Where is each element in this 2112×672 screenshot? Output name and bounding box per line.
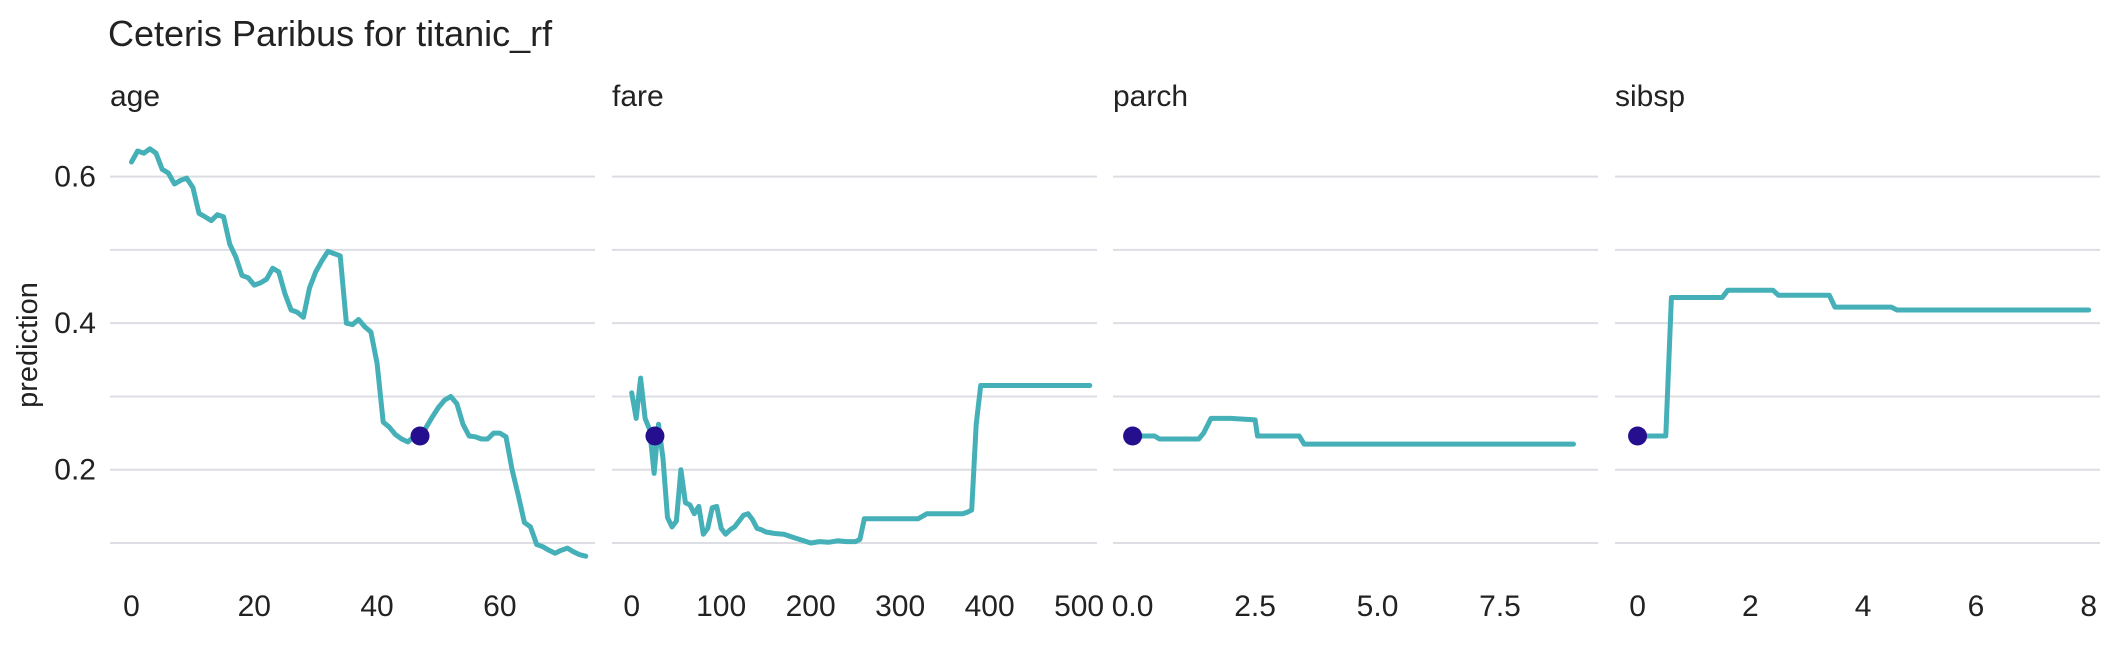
observation-point-sibsp <box>1628 426 1648 446</box>
x-tick-label: 400 <box>965 590 1015 623</box>
x-tick-label: 2.5 <box>1234 590 1276 623</box>
x-tick-label: 100 <box>696 590 746 623</box>
panel-age: age 0 20 40 60 <box>110 80 595 623</box>
x-tick-label: 0.0 <box>1112 590 1154 623</box>
profile-line-sibsp <box>1635 287 2092 439</box>
profile-line-fare <box>629 375 1093 546</box>
x-tick-label: 0 <box>1629 590 1646 623</box>
x-tick-label: 8 <box>2080 590 2097 623</box>
x-tick-label: 500 <box>1054 590 1104 623</box>
panel-label-fare: fare <box>612 80 664 113</box>
panel-label-parch: parch <box>1113 80 1188 113</box>
x-tick-label: 40 <box>360 590 393 623</box>
profile-line-parch <box>1130 415 1576 447</box>
y-tick-label: 0.4 <box>54 307 96 340</box>
x-tick-label: 4 <box>1855 590 1872 623</box>
x-tick-label: 6 <box>1968 590 1985 623</box>
observation-point-age <box>410 426 430 446</box>
x-tick-label: 200 <box>786 590 836 623</box>
panel-parch: parch 0.0 2.5 5.0 7.5 <box>1112 80 1598 623</box>
y-tick-label: 0.2 <box>54 454 96 487</box>
panel-fare: fare 0 100 200 300 400 500 <box>612 80 1104 623</box>
x-tick-label: 7.5 <box>1479 590 1521 623</box>
x-tick-label: 20 <box>238 590 271 623</box>
chart-title: Ceteris Paribus for titanic_rf <box>108 13 553 54</box>
y-axis-label: prediction <box>12 282 44 408</box>
y-tick-label: 0.6 <box>54 161 96 194</box>
x-tick-label: 2 <box>1742 590 1759 623</box>
panel-label-sibsp: sibsp <box>1615 80 1685 113</box>
x-tick-label: 0 <box>123 590 140 623</box>
x-tick-label: 0 <box>623 590 640 623</box>
panel-label-age: age <box>110 80 160 113</box>
x-tick-label: 5.0 <box>1357 590 1399 623</box>
x-tick-label: 300 <box>875 590 925 623</box>
observation-point-parch <box>1123 426 1143 446</box>
profile-line-age <box>129 146 589 559</box>
x-tick-label: 60 <box>483 590 516 623</box>
y-axis-ticks: 0.2 0.4 0.6 <box>54 161 96 487</box>
observation-point-fare <box>645 426 665 446</box>
panel-sibsp: sibsp 0 2 4 6 8 <box>1615 80 2100 623</box>
